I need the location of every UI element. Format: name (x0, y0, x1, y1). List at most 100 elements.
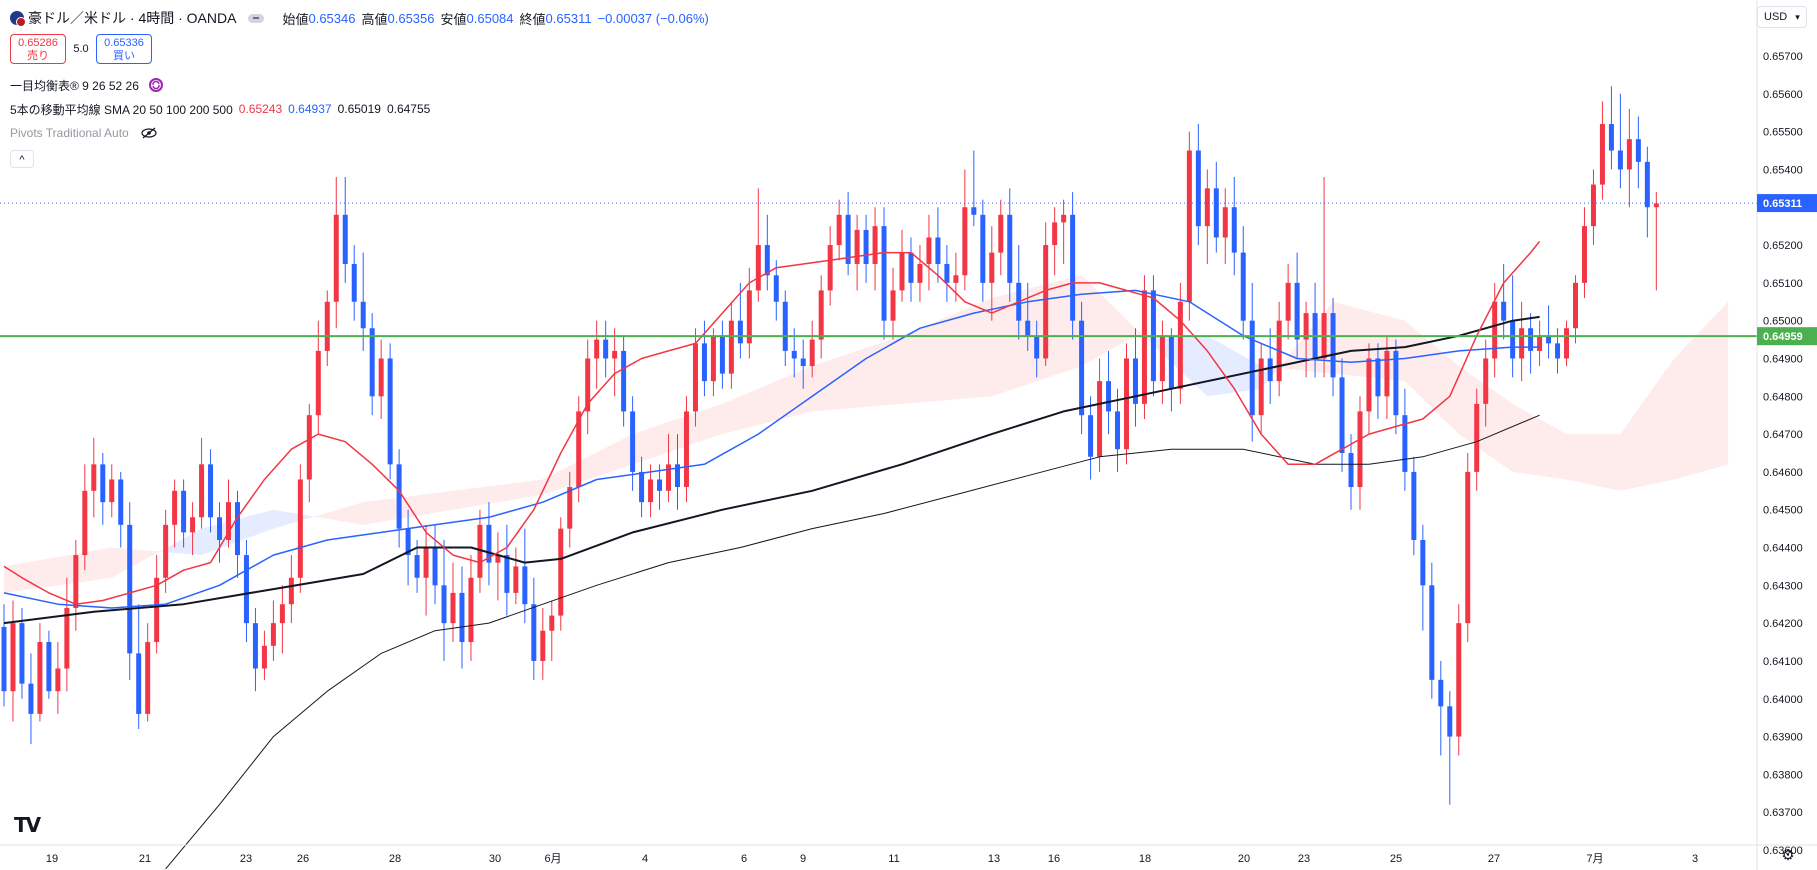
cloud-segment (1566, 434, 1576, 482)
candle (827, 226, 833, 306)
y-tick-label: 0.65100 (1763, 278, 1803, 290)
cloud-segment (964, 305, 974, 399)
candle (764, 214, 770, 291)
cloud-segment (111, 547, 121, 578)
x-tick-label: 19 (46, 853, 58, 865)
market-status-icon[interactable] (248, 13, 265, 23)
sell-button[interactable]: 0.65286 売り (10, 34, 66, 64)
cloud-segment (695, 409, 705, 444)
candle (1025, 282, 1031, 351)
current-price-label: 0.65311 (1763, 198, 1802, 210)
eye-hidden-glyph (141, 127, 157, 139)
cloud-segment (1413, 328, 1423, 399)
candle-body (1088, 415, 1094, 457)
candle (1546, 305, 1552, 359)
cloud-segment (30, 560, 40, 590)
candle (1528, 313, 1534, 374)
cloud-segment (884, 338, 894, 406)
gear-icon[interactable]: ⚙ (1781, 847, 1795, 864)
candle-body (1070, 214, 1076, 321)
candle-body (1546, 335, 1552, 344)
cloud-segment (946, 313, 956, 401)
candle-body (360, 301, 366, 329)
candle (1492, 282, 1498, 378)
cloud-segment (1638, 396, 1648, 488)
candle-body (1528, 328, 1534, 351)
x-tick-label: 30 (489, 853, 501, 865)
candle-body (1447, 706, 1453, 737)
candle-body (1519, 328, 1525, 359)
candle-body (1159, 335, 1165, 382)
candle (836, 199, 842, 261)
candle-body (1438, 679, 1444, 707)
aud-flag-icon (10, 11, 26, 27)
candle (1097, 358, 1103, 472)
candle-body (791, 350, 797, 359)
candle-body (854, 229, 860, 264)
symbol-title[interactable]: 豪ドル／米ドル · 4時間 · OANDA (28, 10, 237, 26)
candle-body (1034, 335, 1040, 359)
candle-body (100, 464, 106, 503)
x-tick-label: 25 (1390, 853, 1402, 865)
candle-body (118, 479, 124, 525)
price-change: −0.00037 (−0.06%) (597, 10, 709, 26)
currency-selector[interactable]: USD ▾ (1757, 6, 1807, 28)
cloud-segment (1342, 304, 1351, 376)
candle-body (1124, 358, 1129, 450)
indicator-ichimoku[interactable]: 一目均衡表® 9 26 52 26 (10, 76, 169, 94)
candle-body (1141, 290, 1147, 404)
candle (1213, 161, 1219, 253)
candle-body (980, 214, 986, 283)
cloud-segment (48, 556, 58, 587)
candle (576, 396, 582, 503)
collapse-legend-button[interactable]: ^ (10, 150, 34, 168)
candle (1653, 192, 1659, 291)
indicator-sma[interactable]: 5本の移動平均線 SMA 20 50 100 200 500 0.65243 0… (10, 100, 436, 118)
candle-body (692, 343, 698, 412)
indicator-pivots[interactable]: Pivots Traditional Auto (10, 124, 163, 142)
candle (1141, 275, 1147, 419)
candle (657, 464, 663, 510)
sma20-line (3, 240, 1541, 605)
candle-body (585, 358, 591, 412)
candle-body (540, 630, 546, 661)
candle (1429, 562, 1435, 699)
candle (737, 282, 743, 359)
candle (100, 453, 106, 525)
candle-body (1456, 623, 1462, 737)
cloud-segment (444, 490, 453, 512)
close-label: 終値 (519, 11, 546, 27)
candle-body (666, 464, 672, 491)
cloud-segment (830, 356, 840, 410)
candle (540, 608, 546, 680)
candle-body (1537, 335, 1543, 351)
candle (369, 313, 375, 416)
candle (190, 502, 196, 556)
cloud-segment (955, 309, 965, 400)
y-tick-label: 0.65400 (1763, 164, 1803, 176)
sync-icon[interactable] (148, 78, 163, 92)
sell-price: 0.65286 (18, 37, 58, 49)
candle (603, 320, 609, 378)
candle (1483, 339, 1489, 427)
candle (73, 539, 79, 631)
candle (675, 434, 680, 510)
cloud-segment (21, 561, 31, 591)
candle-body (719, 335, 725, 374)
candle-body (558, 528, 564, 616)
candle (1366, 343, 1372, 435)
candle-body (1635, 139, 1641, 162)
buy-button[interactable]: 0.65336 買い (96, 34, 152, 64)
candle-body (252, 623, 258, 669)
cloud-segment (919, 324, 929, 403)
eye-hidden-icon[interactable] (141, 127, 157, 139)
cloud-segment (1189, 335, 1199, 388)
candle (1339, 358, 1345, 472)
candle-body (773, 275, 779, 302)
candle (163, 509, 169, 593)
candle-body (836, 214, 842, 246)
candle (1456, 604, 1462, 756)
candle (1438, 660, 1444, 756)
tradingview-logo[interactable]: TV (14, 813, 41, 837)
